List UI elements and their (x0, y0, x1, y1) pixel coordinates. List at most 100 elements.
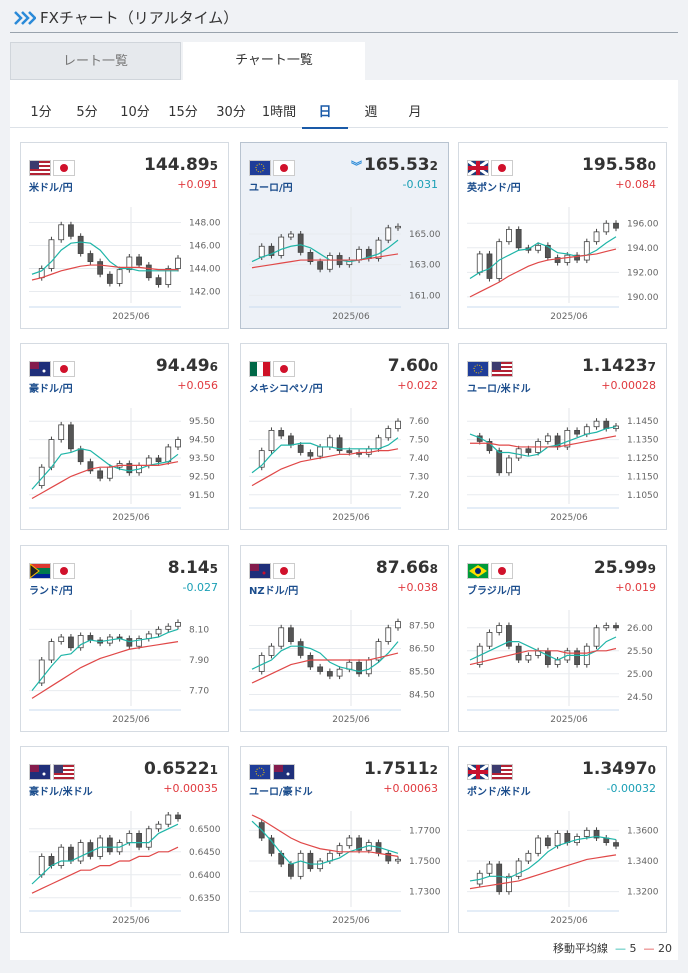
tab[interactable]: レート一覧 (10, 42, 181, 80)
candle (288, 233, 294, 238)
candle (506, 625, 512, 647)
candle (48, 641, 55, 661)
rate-card[interactable]: 英ポンド/円 195.580 +0.084 190.00 192.00 194.00 196… (458, 142, 667, 329)
flag-part (492, 374, 512, 376)
flag-part (60, 164, 68, 172)
y-tick-label: 7.50 (409, 436, 429, 446)
candle (346, 661, 353, 670)
period-tab[interactable]: 10分 (120, 105, 150, 120)
price-change: -0.027 (182, 581, 218, 594)
price: 8.145 (168, 558, 218, 578)
flag-part (263, 362, 270, 376)
rate-card[interactable]: ポンド/米ドル 1.34970 -0.00032 1.3200 1.3400 1.3600… (458, 746, 667, 933)
rate-card[interactable]: 豪ドル/米ドル 0.65221 +0.00035 0.6350 0.6400 0.6450… (20, 746, 229, 933)
mini-chart: 1.1050 1.1150 1.1250 1.1350 1.1450 2025/06 (467, 408, 659, 523)
y-tick-label: 1.7500 (409, 857, 441, 867)
flag (491, 160, 513, 176)
candle (155, 628, 162, 635)
candle (385, 428, 392, 439)
candle (574, 650, 580, 665)
ma20-line (469, 647, 617, 666)
flag-part (473, 364, 483, 374)
y-tick-label: 7.90 (189, 656, 209, 666)
legend-label: 5 (629, 942, 637, 955)
candle (268, 645, 275, 656)
period-tab[interactable]: 15分 (168, 105, 198, 120)
candle (68, 846, 74, 862)
candle (87, 842, 94, 857)
candle (87, 635, 94, 641)
candle (544, 650, 551, 665)
flag (53, 160, 75, 176)
y-tick-label: 1.1050 (627, 491, 659, 501)
price-pip: 5 (209, 562, 218, 576)
candle (326, 437, 333, 448)
candle (155, 277, 162, 285)
flag-part (54, 769, 74, 771)
candle (385, 852, 392, 862)
rate-card[interactable]: メキシコペソ/円 7.600 +0.022 7.20 7.30 7.40 7.50 7.60 2… (240, 343, 449, 530)
tab-active[interactable]: チャート一覧 (183, 42, 365, 80)
ma5-line (251, 641, 399, 673)
candle (38, 466, 45, 487)
flag-part (30, 161, 39, 169)
pair-name: 豪ドル/米ドル (29, 787, 93, 798)
ma20-line (251, 652, 399, 684)
ma20-line (469, 248, 617, 298)
y-tick-label: 26.00 (627, 624, 653, 634)
candle (155, 457, 162, 463)
candle (126, 256, 133, 271)
candle (593, 420, 600, 428)
candle (175, 814, 181, 820)
flag-part (30, 564, 50, 568)
period-tab[interactable]: 1時間 (261, 105, 297, 120)
rate-card[interactable]: 豪ドル/円 94.496 +0.056 91.50 92.50 93.50 94.50 95.… (20, 343, 229, 530)
candle (346, 837, 353, 847)
candle (583, 241, 590, 261)
ma5-line (469, 636, 617, 661)
rate-card[interactable]: ブラジル/円 25.999 +0.019 24.50 25.00 25.50 26.00 20… (458, 545, 667, 732)
pair-name: 豪ドル/円 (29, 384, 73, 395)
period-tab[interactable]: 月 (408, 105, 422, 120)
period-tab[interactable]: 1分 (30, 105, 52, 120)
candle (136, 256, 142, 266)
flag-part (30, 161, 50, 163)
period-tab[interactable]: 週 (364, 105, 378, 120)
y-tick-label: 95.50 (189, 417, 215, 427)
rate-card[interactable]: 米ドル/円 144.895 +0.091 142.00 144.00 146.00 148.… (20, 142, 229, 329)
period-tab[interactable]: 30分 (216, 105, 246, 120)
period-tab[interactable]: 日 (302, 101, 348, 129)
rate-card[interactable]: ユーロ/豪ドル 1.75112 +0.00063 1.7300 1.7500 1.7700… (240, 746, 449, 933)
rate-card[interactable]: NZドル/円 87.668 +0.038 84.50 85.50 86.50 87.50 20… (240, 545, 449, 732)
candle (145, 457, 152, 466)
flag-part (30, 173, 50, 175)
rate-card[interactable]: ユーロ/米ドル 1.14237 +0.00028 1.1050 1.1150 1.1250… (458, 343, 667, 530)
rate-card[interactable]: ユーロ/円 ︾ 165.532 -0.031 161.00 163.00 165.00 202… (240, 142, 449, 329)
candle (297, 641, 304, 656)
ma5-line (469, 426, 617, 457)
flag-part (262, 571, 266, 575)
price-main: 7.60 (387, 356, 430, 376)
flag (491, 361, 513, 377)
y-tick-label: 142.00 (189, 288, 221, 298)
candle (554, 257, 561, 263)
flag-part (492, 366, 512, 368)
flag (467, 563, 489, 579)
flag-part (280, 567, 288, 575)
y-tick-label: 161.00 (409, 291, 441, 301)
period-tab[interactable]: 5分 (76, 105, 98, 120)
candle (175, 257, 181, 269)
price-change: +0.091 (177, 178, 218, 191)
flag-part (475, 568, 481, 574)
pair-name: ユーロ/円 (249, 183, 293, 194)
y-tick-label: 87.50 (409, 622, 435, 632)
x-tick-label: 2025/06 (112, 916, 150, 926)
flag-part (30, 574, 50, 578)
candle (613, 222, 619, 229)
mini-chart: 1.7300 1.7500 1.7700 2025/06 (249, 811, 441, 926)
ma5-line (31, 241, 178, 275)
flag-part (60, 567, 68, 575)
candle (106, 837, 113, 853)
rate-card[interactable]: ランド/円 8.145 -0.027 7.70 7.90 8.10 2025/06 (20, 545, 229, 732)
price-main: 1.7511 (364, 759, 430, 779)
